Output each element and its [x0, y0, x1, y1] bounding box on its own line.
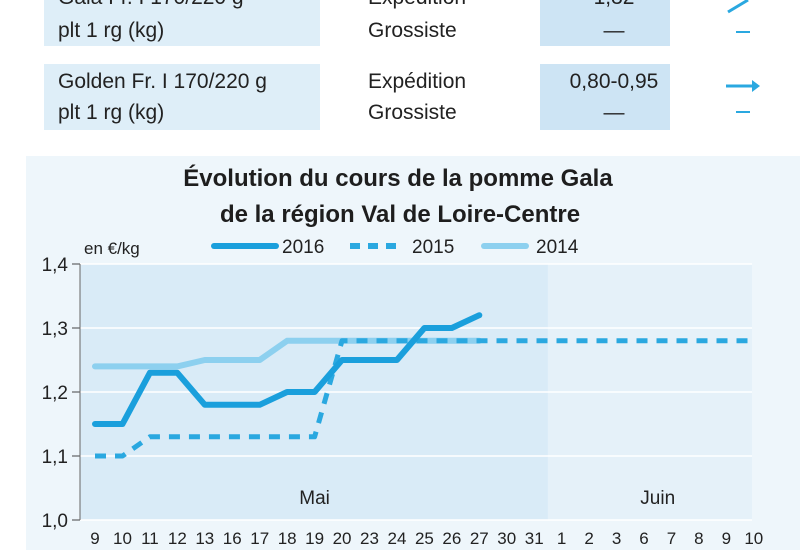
x-tick-label: 10 [113, 529, 132, 548]
product-unit: plt 1 rg (kg) [58, 101, 164, 124]
stage-label: Expédition [368, 0, 466, 9]
y-tick-label: 1,2 [42, 383, 68, 404]
price-cell-bg [540, 64, 670, 130]
x-tick-label: 7 [667, 529, 676, 548]
legend-label: 2015 [412, 237, 454, 258]
x-tick-label: 2 [584, 529, 593, 548]
x-tick-label: 30 [497, 529, 516, 548]
table-row: Gala Fr. I 170/220 g plt 1 rg (kg) Expéd… [44, 0, 750, 46]
stage-label: Grossiste [368, 101, 457, 124]
x-tick-label: 6 [639, 529, 648, 548]
x-tick-label: 25 [415, 529, 434, 548]
price-cell-bg [540, 0, 670, 46]
x-tick-label: 12 [168, 529, 187, 548]
x-tick-label: 31 [525, 529, 544, 548]
price-value: — [604, 101, 625, 124]
product-unit: plt 1 rg (kg) [58, 19, 164, 42]
x-tick-label: 3 [612, 529, 621, 548]
x-tick-label: 10 [744, 529, 763, 548]
x-tick-label: 27 [470, 529, 489, 548]
table-row: Golden Fr. I 170/220 g plt 1 rg (kg) Exp… [44, 64, 760, 130]
month-label: Juin [640, 488, 675, 509]
x-tick-label: 24 [387, 529, 406, 548]
chart-legend: 2016 2015 2014 [211, 237, 579, 258]
chart-subtitle: de la région Val de Loire-Centre [220, 201, 580, 228]
x-tick-label: 26 [442, 529, 461, 548]
price-value: 1,32 [594, 0, 635, 9]
series-line-2016 [92, 312, 483, 427]
trend-up-icon [727, 0, 749, 14]
x-tick-label: 13 [195, 529, 214, 548]
y-tick-label: 1,0 [42, 511, 68, 532]
stage-label: Grossiste [368, 19, 457, 42]
stage-label: Expédition [368, 70, 466, 93]
row-band [44, 0, 320, 46]
x-tick-label: 9 [722, 529, 731, 548]
product-label: Golden Fr. I 170/220 g [58, 70, 267, 93]
legend-label: 2014 [536, 237, 579, 258]
x-tick-label: 19 [305, 529, 324, 548]
price-value: 0,80-0,95 [570, 70, 659, 93]
chart-title: Évolution du cours de la pomme Gala [183, 164, 613, 192]
price-chart: Évolution du cours de la pomme Gala de l… [26, 156, 800, 550]
price-value: — [604, 19, 625, 42]
y-tick-label: 1,3 [42, 319, 68, 340]
x-tick-label: 17 [250, 529, 269, 548]
x-tick-label: 23 [360, 529, 379, 548]
x-tick-label: 20 [333, 529, 352, 548]
product-label: Gala Fr. I 170/220 g [58, 0, 244, 9]
plot-area: 1,01,11,21,31,49 10 11 12 13 16 17 18 19 20 23 24 25… [42, 255, 764, 548]
y-axis-unit: en €/kg [84, 239, 140, 258]
x-tick-label: 11 [141, 529, 159, 548]
y-tick-label: 1,1 [42, 447, 68, 468]
row-band [44, 64, 320, 130]
trend-right-icon [726, 80, 760, 92]
price-table: Gala Fr. I 170/220 g plt 1 rg (kg) Expéd… [44, 0, 760, 130]
x-tick-label: 9 [90, 529, 99, 548]
x-tick-label: 8 [694, 529, 703, 548]
x-tick-label: 16 [223, 529, 242, 548]
x-tick-label: 1 [557, 529, 566, 548]
series-line-2015 [95, 338, 754, 459]
x-tick-label: 18 [278, 529, 297, 548]
month-label: Mai [299, 488, 330, 509]
legend-label: 2016 [282, 237, 324, 258]
y-tick-label: 1,4 [42, 255, 69, 276]
